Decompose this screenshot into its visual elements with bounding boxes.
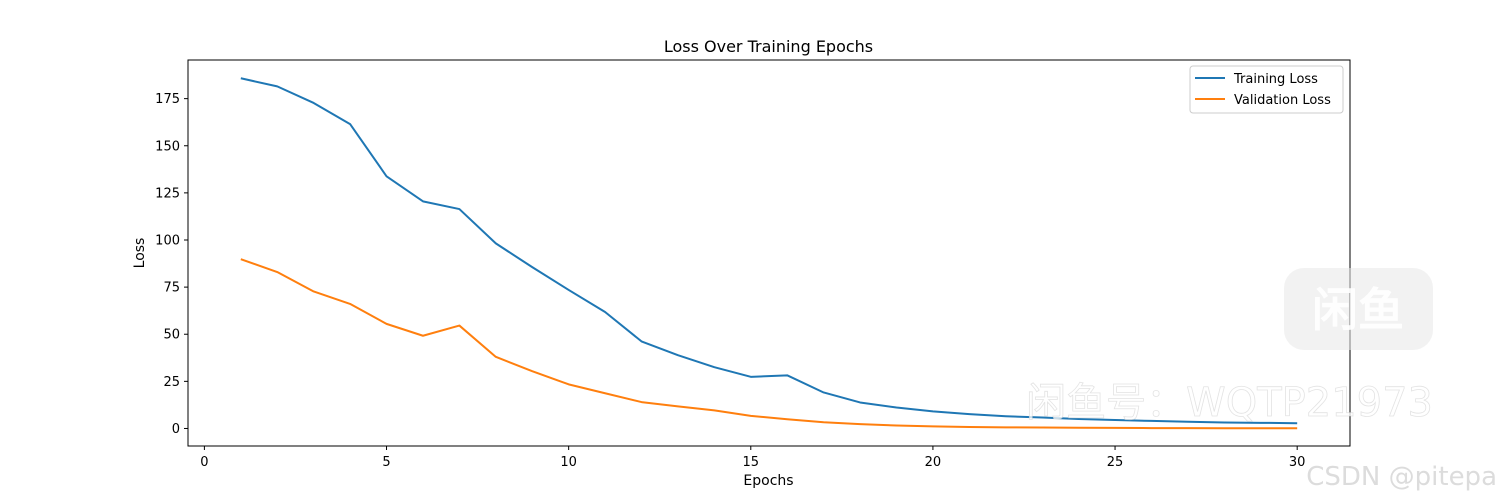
legend-label-training-loss: Training Loss: [1233, 72, 1318, 87]
y-tick-label: 175: [155, 92, 180, 107]
series-line-training-loss: [240, 77, 1298, 425]
x-tick-label: 25: [1107, 455, 1124, 470]
y-axis-label: Loss: [132, 238, 148, 269]
x-tick-label: 10: [560, 455, 577, 470]
xianyu-id-watermark: 闲鱼号：WQTP21973: [1026, 380, 1433, 426]
y-axis-ticks: 0 25 50 75 100 125 150 175: [155, 92, 188, 437]
y-tick-label: 150: [155, 139, 180, 154]
series-line-validation-loss: [240, 258, 1298, 430]
series-layer: [240, 77, 1298, 430]
y-tick-label: 0: [172, 422, 180, 437]
x-tick-label: 20: [925, 455, 942, 470]
x-tick-label: 15: [743, 455, 760, 470]
y-tick-label: 125: [155, 186, 180, 201]
y-tick-label: 100: [155, 233, 180, 248]
legend-label-validation-loss: Validation Loss: [1234, 93, 1331, 108]
x-tick-label: 30: [1289, 455, 1306, 470]
y-tick-label: 75: [163, 281, 180, 296]
plot-frame: [187, 59, 1351, 447]
x-axis-ticks: 0 5 10 15 20 25 30: [200, 446, 1305, 470]
legend: Training Loss Validation Loss: [1189, 65, 1344, 114]
x-tick-label: 0: [200, 455, 208, 470]
legend-frame: [1189, 65, 1344, 114]
x-tick-label: 5: [382, 455, 390, 470]
x-axis-label: Epochs: [743, 473, 793, 489]
y-tick-label: 50: [163, 328, 180, 343]
chart-title: Loss Over Training Epochs: [664, 37, 873, 56]
plot-area: [187, 59, 1351, 447]
csdn-watermark: CSDN @pitepa: [1306, 462, 1497, 492]
y-tick-label: 25: [163, 375, 180, 390]
xianyu-logo-text: 闲鱼: [1312, 283, 1404, 337]
xianyu-logo-watermark: 闲鱼: [1284, 268, 1433, 350]
